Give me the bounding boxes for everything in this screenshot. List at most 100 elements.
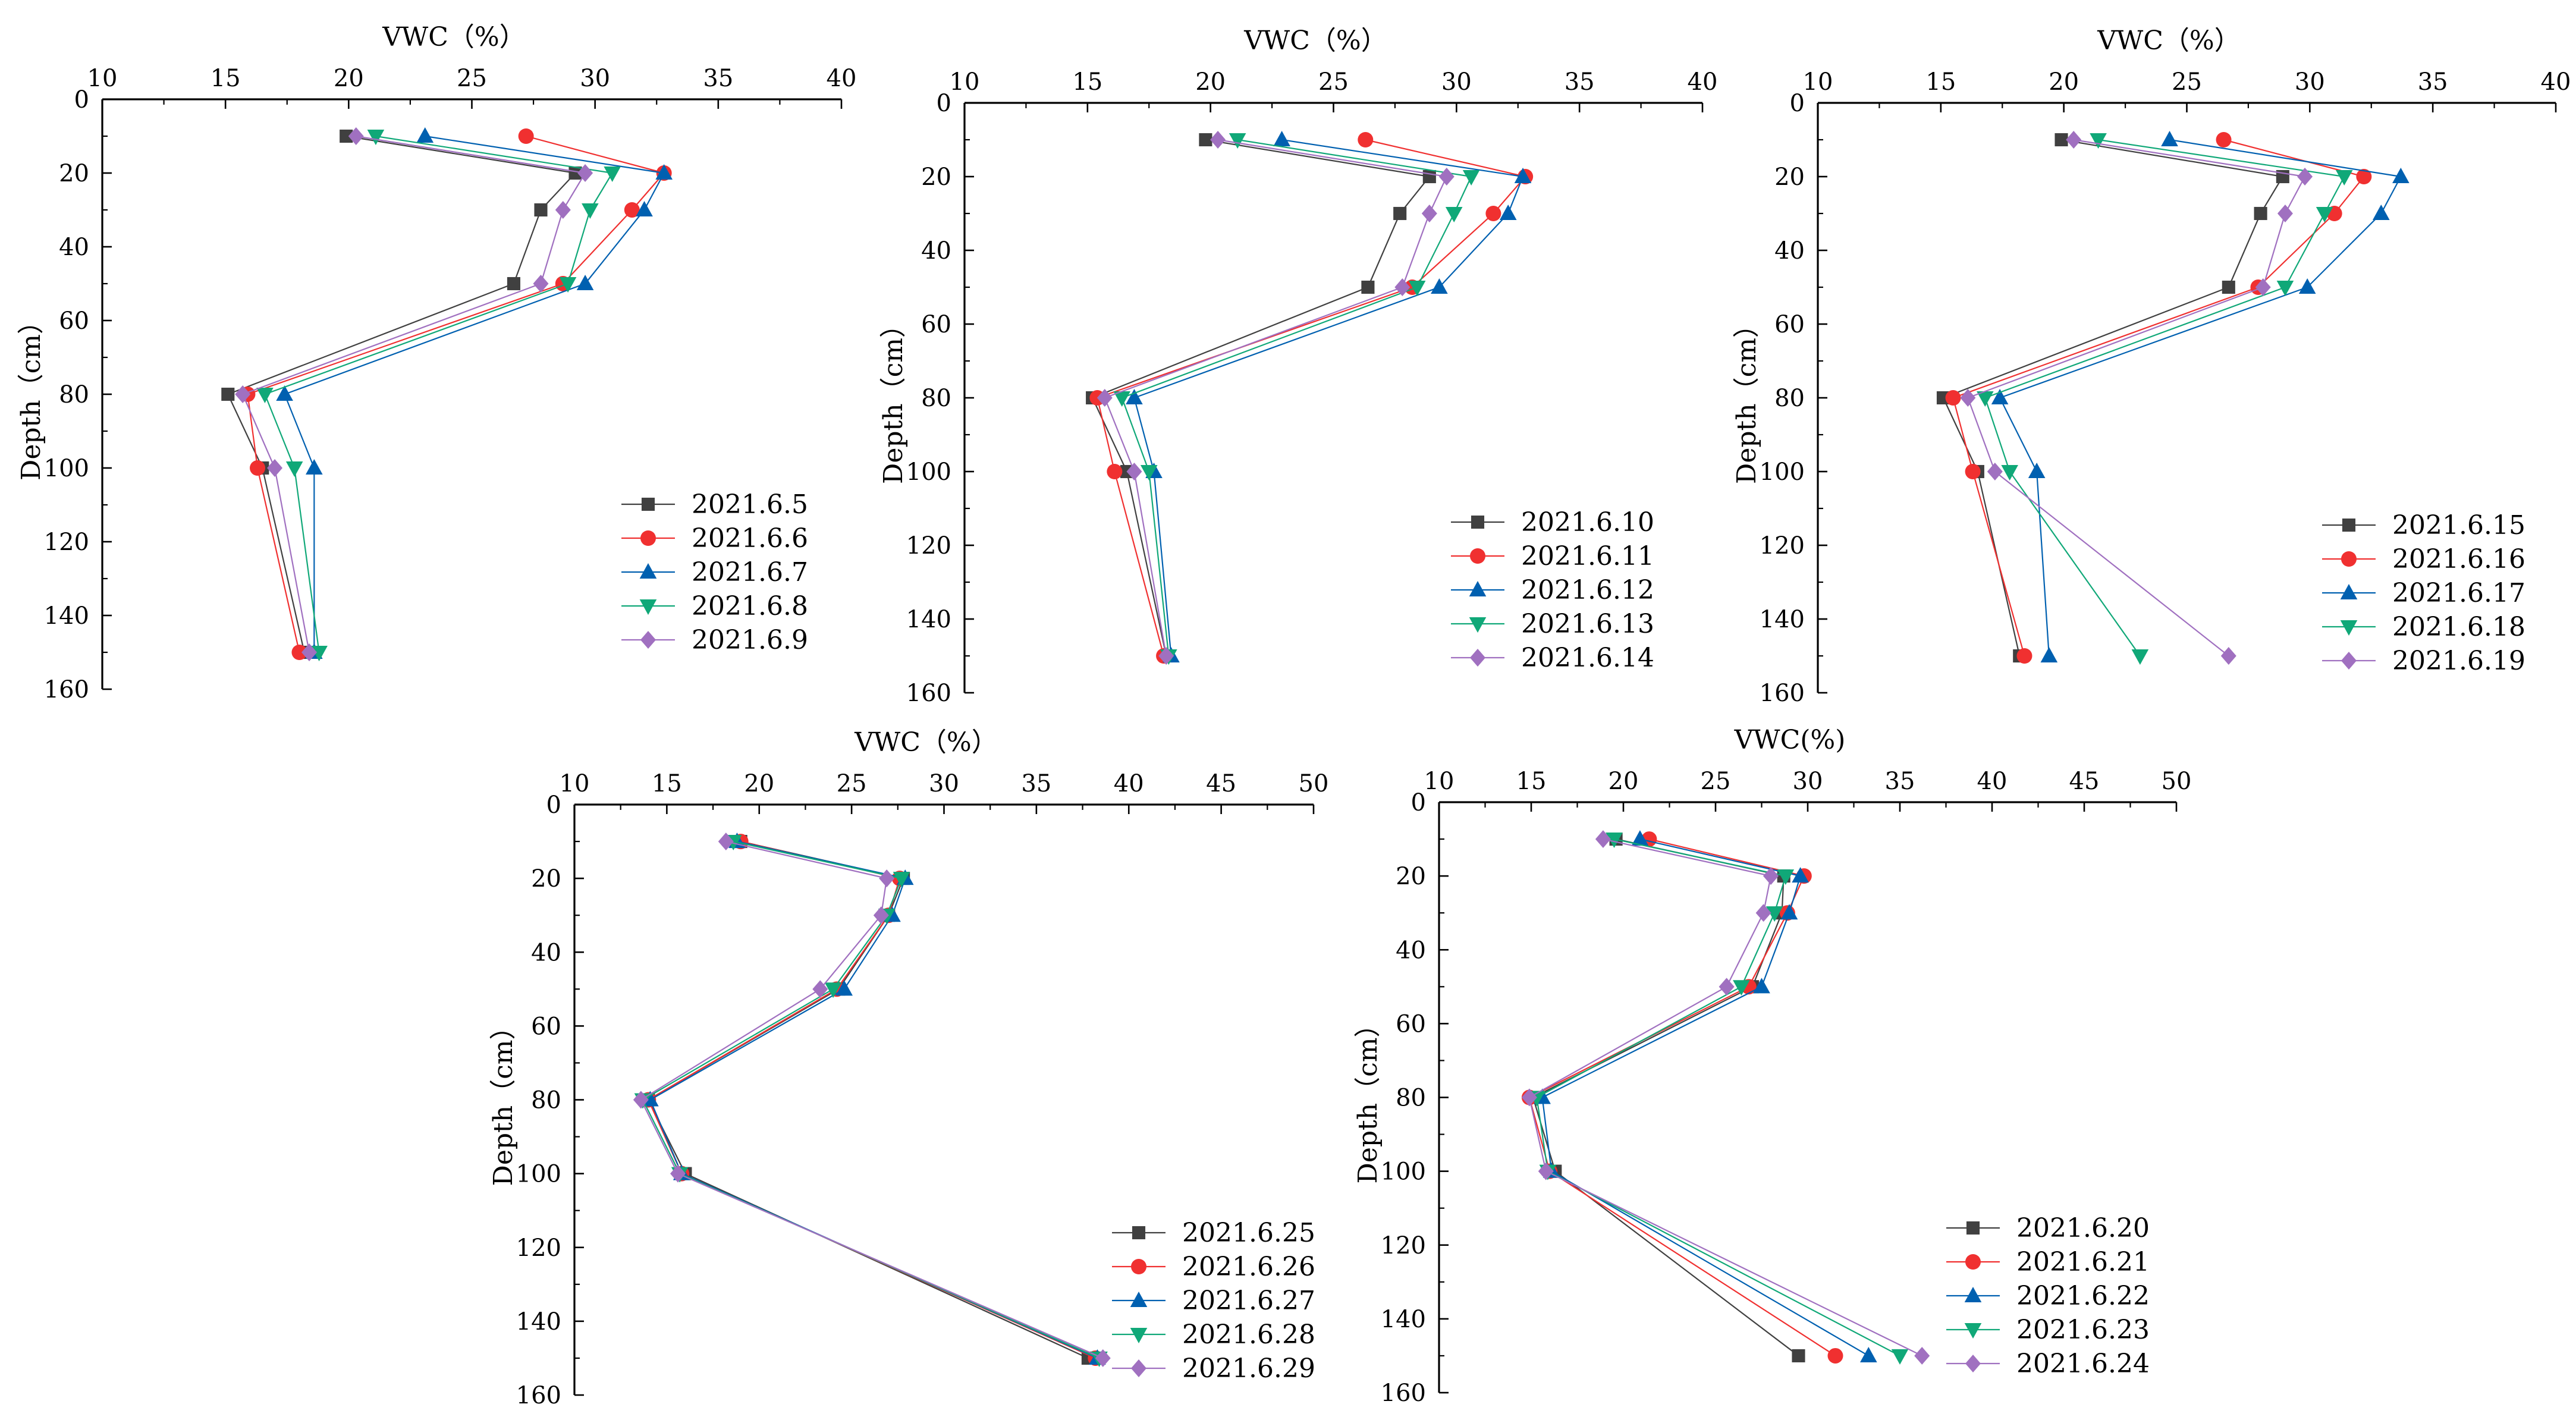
data-point [2255, 278, 2271, 296]
y-axis-title: Depth（cm） [1732, 312, 1762, 484]
data-point [1361, 280, 1375, 294]
legend-marker [639, 563, 657, 579]
x-tick-label: 20 [1609, 768, 1639, 795]
data-point [633, 1091, 649, 1109]
chart-panel-1: 10 15 20 25 30 35 40 0 20 40 60 80 100 120 140 160 VWC（%… [16, 22, 856, 703]
data-point [250, 460, 266, 476]
data-point [2372, 205, 2390, 221]
y-tick-label: 40 [1396, 937, 1426, 964]
x-tick-label: 35 [2418, 68, 2448, 96]
data-point [2254, 206, 2267, 221]
data-point [1210, 131, 1226, 149]
series-2021.6.29 [633, 833, 1111, 1367]
data-point [1792, 867, 1809, 883]
data-point [416, 127, 434, 143]
x-tick-label: 20 [744, 770, 774, 797]
data-point [1538, 1162, 1554, 1180]
data-point [2277, 205, 2293, 222]
data-point [2090, 133, 2107, 149]
x-tick-label: 50 [2162, 768, 2192, 795]
legend-marker [640, 631, 656, 649]
y-tick-label: 100 [906, 458, 951, 486]
legend-marker [1469, 581, 1487, 597]
series-2021.6.18 [1976, 133, 2353, 665]
y-tick-label: 20 [921, 164, 951, 191]
x-tick-label: 10 [950, 68, 980, 96]
x-tick-label: 20 [2049, 68, 2079, 96]
data-point [2276, 280, 2294, 296]
data-point [582, 203, 599, 219]
data-point [1229, 133, 1246, 149]
y-tick-label: 20 [1396, 863, 1426, 890]
data-point [1521, 1088, 1537, 1107]
data-point [1422, 169, 1436, 184]
data-point [624, 202, 640, 218]
data-point [1462, 169, 1480, 186]
legend-label: 2021.6.26 [1182, 1252, 1315, 1282]
data-point [1753, 978, 1770, 994]
y-tick-label: 80 [1774, 385, 1805, 412]
data-point [348, 127, 364, 145]
y-tick-label: 40 [59, 234, 89, 261]
y-tick-label: 80 [531, 1087, 561, 1114]
legend-label: 2021.6.9 [692, 625, 808, 655]
data-point [1394, 278, 1410, 296]
y-tick-label: 20 [1774, 164, 1805, 191]
data-point [1514, 168, 1532, 184]
x-tick-label: 40 [1114, 770, 1144, 797]
x-tick-label: 20 [334, 65, 364, 92]
legend-marker [1130, 1292, 1148, 1308]
data-point [873, 906, 889, 925]
x-tick-label: 30 [929, 770, 959, 797]
y-tick-label: 80 [1396, 1085, 1426, 1112]
legend-label: 2021.6.18 [2392, 612, 2525, 642]
x-tick-label: 25 [1318, 68, 1349, 96]
data-point [1140, 464, 1158, 480]
data-point [1987, 463, 2003, 480]
legend-marker [641, 497, 655, 511]
legend-marker [639, 599, 657, 615]
legend-label: 2021.6.7 [692, 557, 808, 588]
legend-label: 2021.6.16 [2392, 544, 2525, 574]
data-point [1393, 206, 1407, 221]
x-tick-label: 20 [1195, 68, 1226, 96]
y-tick-label: 140 [44, 602, 89, 630]
legend-label: 2021.6.23 [2016, 1315, 2150, 1345]
series-2021.6.17 [1991, 131, 2409, 663]
y-tick-label: 120 [44, 529, 89, 556]
x-tick-label: 25 [457, 65, 487, 92]
x-tick-label: 35 [703, 65, 733, 92]
data-point [576, 275, 594, 291]
data-point [367, 129, 385, 145]
data-point [1860, 1346, 1877, 1362]
y-tick-label: 60 [1396, 1010, 1426, 1038]
x-tick-label: 30 [580, 65, 610, 92]
y-tick-label: 160 [516, 1382, 561, 1409]
y-tick-label: 160 [44, 676, 89, 703]
y-tick-label: 60 [531, 1013, 561, 1040]
data-point [267, 459, 283, 477]
data-point [1358, 132, 1374, 147]
data-point [1755, 904, 1771, 922]
data-point [518, 128, 534, 144]
data-point [604, 166, 621, 182]
legend-marker [2342, 518, 2356, 532]
legend-label: 2021.6.25 [1182, 1218, 1315, 1248]
legend-marker [1469, 617, 1487, 633]
series-2021.6.13 [1113, 133, 1480, 665]
data-point [2131, 649, 2149, 665]
x-tick-label: 50 [1299, 770, 1329, 797]
y-tick-label: 100 [1381, 1158, 1426, 1186]
y-axis-title: Depth（cm） [488, 1014, 519, 1186]
y-tick-label: 120 [1381, 1232, 1426, 1259]
legend-marker [1965, 1355, 1981, 1372]
chart-panel-3: 10 15 20 25 30 35 40 0 20 40 60 80 100 120 140 160 VWC（%… [1732, 26, 2571, 707]
data-point [2298, 278, 2316, 294]
data-point [285, 461, 303, 477]
x-tick-label: 45 [2069, 768, 2100, 795]
legend-label: 2021.6.13 [1521, 609, 1654, 639]
data-point [2220, 647, 2236, 665]
x-tick-label: 25 [2172, 68, 2202, 96]
y-tick-label: 80 [921, 385, 951, 412]
